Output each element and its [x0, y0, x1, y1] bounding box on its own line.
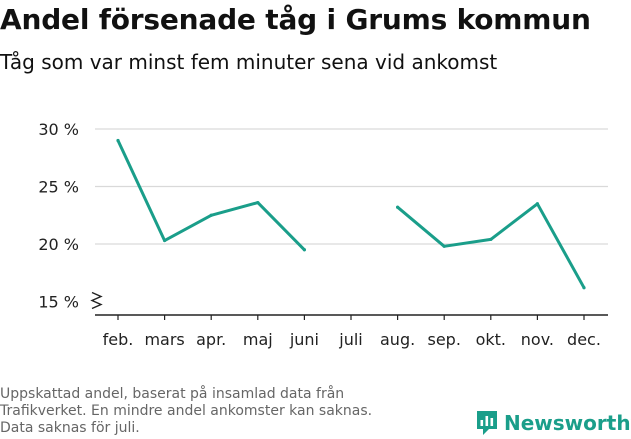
brand-logo: Newsworthy — [475, 408, 631, 438]
data-point — [535, 202, 540, 206]
x-tick-label: feb. — [103, 330, 134, 349]
data-point — [256, 201, 260, 205]
footnote: Uppskattad andel, baserat på insamlad da… — [0, 386, 440, 437]
series-line — [116, 139, 306, 252]
data-series — [116, 138, 586, 290]
y-tick-label: 30 % — [38, 120, 79, 139]
grid-lines — [95, 128, 608, 245]
y-tick-label: 15 % — [38, 293, 79, 312]
chart-title: Andel försenade tåg i Grums kommun — [0, 3, 591, 36]
data-point — [302, 248, 306, 252]
series-line — [396, 202, 586, 290]
chart-subtitle: Tåg som var minst fem minuter sena vid a… — [0, 50, 498, 74]
data-point — [396, 205, 400, 209]
axis-break-icon — [90, 291, 103, 310]
data-point — [209, 213, 213, 217]
x-tick-label: apr. — [196, 330, 226, 349]
x-tick-label: okt. — [476, 330, 506, 349]
data-point — [489, 237, 493, 241]
x-tick-label: aug. — [380, 330, 415, 349]
x-axis-ticks: feb. mars apr. maj juni juli aug. sep. okt. nov. d… — [103, 315, 601, 349]
x-tick-label: juni — [289, 330, 319, 349]
data-point — [442, 244, 446, 248]
x-tick-label: dec. — [567, 330, 601, 349]
x-tick-label: sep. — [427, 330, 460, 349]
x-tick-label: mars — [144, 330, 184, 349]
footnote-line: Data saknas för juli. — [0, 420, 140, 436]
y-tick-label: 25 % — [38, 178, 79, 197]
newsworthy-logo-icon — [477, 411, 497, 435]
x-axis — [90, 291, 608, 316]
x-tick-label: maj — [243, 330, 273, 349]
y-axis-ticks: 15 % 20 % 25 % 30 % — [38, 120, 79, 312]
x-tick-label: nov. — [521, 330, 554, 349]
line-chart: 15 % 20 % 25 % 30 % feb. mars apr. maj juni juli… — [38, 120, 608, 349]
brand-name: Newsworthy — [504, 411, 631, 435]
footnote-line: Uppskattad andel, baserat på insamlad da… — [0, 386, 345, 402]
x-tick-label: juli — [338, 330, 362, 349]
data-point — [163, 238, 167, 243]
data-point — [582, 286, 586, 290]
data-point — [116, 138, 120, 143]
y-tick-label: 20 % — [38, 235, 79, 254]
footnote-line: Trafikverket. En mindre andel ankomster … — [0, 403, 373, 419]
